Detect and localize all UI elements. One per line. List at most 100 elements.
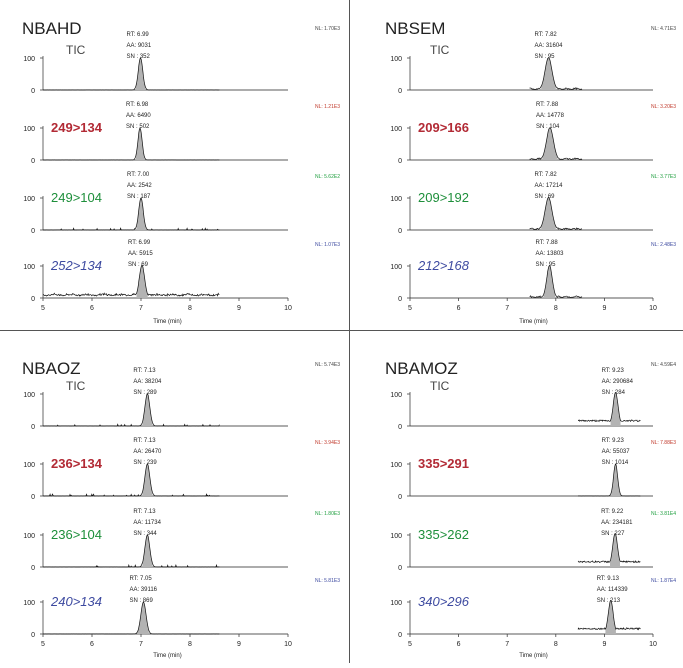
sn-label: SN : 95 xyxy=(535,262,556,268)
trace-tic: 100 0 TIC NL: 4.71E3 RT: 7.82 AA: 31604 SN : 9… xyxy=(390,26,676,95)
aa-label: AA: 14778 xyxy=(536,113,565,119)
nl-label: NL: 5.62E2 xyxy=(315,174,340,180)
x-tick-label: 9 xyxy=(237,305,241,312)
x-tick-label: 5 xyxy=(41,641,45,648)
y-tick-label: 100 xyxy=(390,196,402,203)
x-tick-label: 7 xyxy=(505,641,509,648)
y-tick-label: 100 xyxy=(23,533,35,540)
sn-label: SN : 69 xyxy=(535,194,556,200)
peak-area xyxy=(135,58,146,90)
y-tick-label: 0 xyxy=(398,494,402,501)
trace-335-262: 100 0 335>262 NL: 3.81E4 RT: 9.22 AA: 234181 S… xyxy=(390,509,676,572)
signal-line xyxy=(529,197,582,230)
rt-label: RT: 7.05 xyxy=(129,576,152,582)
y-tick-label: 100 xyxy=(23,600,35,607)
rt-label: RT: 7.88 xyxy=(535,240,558,246)
rt-label: RT: 6.99 xyxy=(127,32,150,38)
peak-area xyxy=(137,602,149,634)
trace-236-134: 100 0 236>134 NL: 3.94E3 RT: 7.13 AA: 26470 SN… xyxy=(23,438,340,501)
aa-label: AA: 234181 xyxy=(601,520,633,526)
nl-label: NL: 3.81E4 xyxy=(651,511,676,517)
trace-label: 212>168 xyxy=(417,258,470,273)
nl-label: NL: 7.88E3 xyxy=(651,440,676,446)
peak-area xyxy=(142,464,153,496)
y-tick-label: 0 xyxy=(31,494,35,501)
y-tick-label: 0 xyxy=(398,228,402,235)
y-tick-label: 0 xyxy=(31,228,35,235)
trace-label: 335>291 xyxy=(418,456,469,471)
sn-label: SN : 1014 xyxy=(602,460,629,466)
signal-line xyxy=(578,391,641,423)
nl-label: NL: 3.20E3 xyxy=(651,104,676,110)
nl-label: NL: 3.77E3 xyxy=(651,174,676,180)
rt-label: RT: 7.13 xyxy=(133,509,156,515)
x-tick-label: 7 xyxy=(139,305,143,312)
trace-tic: 100 0 TIC NL: 1.70E3 RT: 6.99 AA: 9031 SN : 35… xyxy=(23,26,340,95)
y-tick-label: 100 xyxy=(23,462,35,469)
nl-label: NL: 2.48E3 xyxy=(651,242,676,248)
aa-label: AA: 17214 xyxy=(535,183,564,189)
x-axis-label: Time (min) xyxy=(519,319,547,325)
sn-label: SN : 352 xyxy=(127,54,151,60)
y-tick-label: 0 xyxy=(31,158,35,165)
y-tick-label: 0 xyxy=(398,632,402,639)
aa-label: AA: 31604 xyxy=(535,43,564,49)
peak-area xyxy=(542,127,558,160)
signal-line xyxy=(577,599,641,631)
y-tick-label: 100 xyxy=(390,600,402,607)
trace-label: 236>104 xyxy=(51,527,102,542)
signal-line xyxy=(43,127,220,161)
trace-340-296: 100 0 340>296 NL: 1.87E4 RT: 9.13 AA: 114339 S… xyxy=(390,576,676,639)
y-tick-label: 0 xyxy=(398,158,402,165)
signal-line xyxy=(42,57,220,91)
rt-label: RT: 6.99 xyxy=(128,240,151,246)
signal-line xyxy=(577,533,641,564)
aa-label: AA: 13803 xyxy=(535,251,564,257)
nl-label: NL: 1.87E4 xyxy=(651,578,676,584)
chart-title: NBAOZ xyxy=(22,359,81,378)
trace-249-134: 100 0 249>134 NL: 1.21E3 RT: 6.98 AA: 6490 SN … xyxy=(23,102,340,165)
peak-area xyxy=(142,393,153,426)
trace-label: 252>134 xyxy=(50,258,102,273)
peak-area xyxy=(610,392,621,426)
nl-label: NL: 4.71E3 xyxy=(651,26,676,32)
x-tick-label: 10 xyxy=(284,641,292,648)
aa-label: AA: 6490 xyxy=(126,113,151,119)
y-tick-label: 100 xyxy=(390,56,402,63)
trace-label: TIC xyxy=(66,379,86,393)
y-tick-label: 100 xyxy=(390,126,402,133)
x-tick-label: 10 xyxy=(284,305,292,312)
signal-line xyxy=(529,265,583,298)
rt-label: RT: 7.82 xyxy=(535,32,558,38)
x-tick-label: 8 xyxy=(554,305,558,312)
nl-label: NL: 1.07E3 xyxy=(315,242,340,248)
nl-label: NL: 1.80E3 xyxy=(315,511,340,517)
aa-label: AA: 26470 xyxy=(133,449,162,455)
sn-label: SN : 69 xyxy=(128,262,149,268)
x-axis-label: Time (min) xyxy=(153,319,181,325)
y-tick-label: 0 xyxy=(398,565,402,572)
peak-area xyxy=(610,533,620,567)
trace-label: 340>296 xyxy=(418,594,470,609)
rt-label: RT: 7.82 xyxy=(535,172,558,178)
rt-label: RT: 9.13 xyxy=(597,576,620,582)
y-tick-label: 0 xyxy=(398,88,402,95)
trace-335-291: 100 0 335>291 NL: 7.88E3 RT: 9.23 AA: 55037 SN… xyxy=(390,438,676,501)
sn-label: SN : 869 xyxy=(129,598,153,604)
y-tick-label: 100 xyxy=(23,392,35,399)
signal-line xyxy=(529,57,583,91)
peak-area xyxy=(543,265,556,298)
trace-label: 249>134 xyxy=(51,120,103,135)
nl-label: NL: 3.94E3 xyxy=(315,440,340,446)
x-tick-label: 8 xyxy=(188,305,192,312)
y-tick-label: 100 xyxy=(390,392,402,399)
peak-area xyxy=(136,198,146,230)
signal-line xyxy=(529,127,583,161)
rt-label: RT: 6.98 xyxy=(126,102,149,108)
x-tick-label: 6 xyxy=(90,305,94,312)
y-tick-label: 0 xyxy=(31,424,35,431)
chart-title: NBSEM xyxy=(385,19,445,38)
